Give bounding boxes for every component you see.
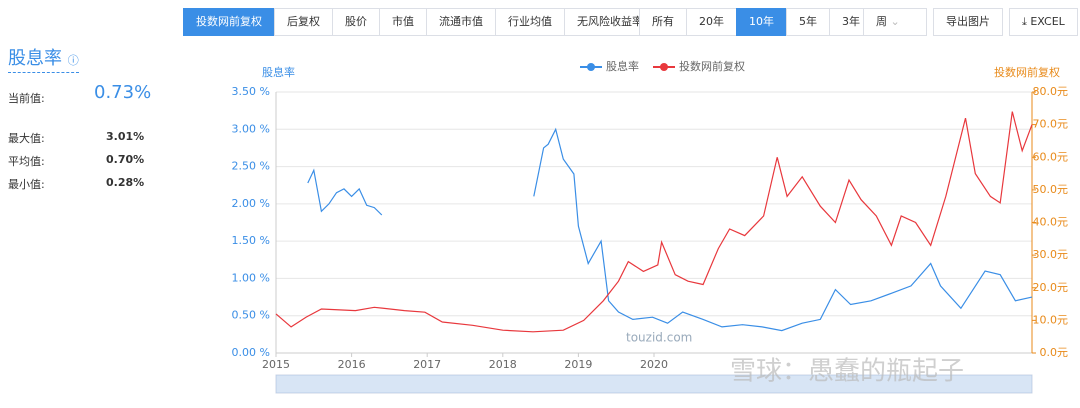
y2-tick-label: 10.0元 xyxy=(1033,313,1069,326)
mode-button[interactable]: 市值 xyxy=(379,8,427,36)
y-tick-label: 1.00 % xyxy=(232,271,270,284)
export-excel[interactable]: ⤓ EXCEL xyxy=(1009,8,1078,36)
x-tick-label: 2015 xyxy=(262,358,290,371)
legend-label: 股息率 xyxy=(606,59,639,73)
range-buttons: 所有 20年 10年 5年 3年 xyxy=(639,8,873,36)
mode-button[interactable]: 后复权 xyxy=(274,8,333,36)
range-button[interactable]: 所有 xyxy=(639,8,687,36)
watermark: touzid.com xyxy=(626,331,692,345)
mode-buttons: 投数网前复权 后复权 股价 市值 流通市值 行业均值 无风险收益率 xyxy=(183,8,656,36)
export-image[interactable]: 导出图片 xyxy=(933,8,1003,36)
watermark: 雪球：愚蠢的瓶起子 xyxy=(730,357,964,387)
y2-tick-label: 30.0元 xyxy=(1033,248,1069,261)
y2-tick-label: 0.0元 xyxy=(1040,346,1069,359)
y2-tick-label: 70.0元 xyxy=(1033,118,1069,131)
stat-label: 最大值: xyxy=(8,132,45,145)
x-tick-label: 2017 xyxy=(413,358,441,371)
mode-button[interactable]: 行业均值 xyxy=(495,8,565,36)
legend-dot xyxy=(660,63,668,71)
y-tick-label: 3.50 % xyxy=(232,85,270,98)
period: 周 xyxy=(876,15,887,28)
mode-button[interactable]: 投数网前复权 xyxy=(183,8,275,36)
y-tick-label: 0.50 % xyxy=(232,309,270,322)
mode-button[interactable]: 流通市值 xyxy=(426,8,496,36)
stat-value: 0.70% xyxy=(106,153,145,166)
x-tick-label: 2020 xyxy=(640,358,668,371)
x-tick-label: 2016 xyxy=(338,358,366,371)
stat-label: 平均值: xyxy=(8,155,45,168)
side-title: 股息率 ⓘ xyxy=(8,44,79,73)
y2-tick-label: 50.0元 xyxy=(1033,183,1069,196)
period-select[interactable]: 周 ⌄ xyxy=(863,8,927,36)
range-button[interactable]: 10年 xyxy=(736,8,787,36)
stat-label: 当前值: xyxy=(8,92,45,105)
y-axis-title: 股息率 xyxy=(262,65,295,79)
excel-label: EXCEL xyxy=(1030,15,1065,28)
y-tick-label: 2.00 % xyxy=(232,197,270,210)
x-tick-label: 2018 xyxy=(489,358,517,371)
series-line xyxy=(307,127,1033,332)
title: 股息率 xyxy=(8,48,62,69)
stat-value: 0.28% xyxy=(106,176,145,189)
legend-dot xyxy=(587,63,595,71)
y2-axis-title: 投数网前复权 xyxy=(994,65,1060,79)
stat-value: 0.73% xyxy=(94,82,152,103)
series-line xyxy=(275,111,1033,333)
y-tick-label: 0.00 % xyxy=(232,346,270,359)
range-button[interactable]: 20年 xyxy=(686,8,737,36)
stat-value: 3.01% xyxy=(106,130,145,143)
y2-tick-label: 40.0元 xyxy=(1033,216,1069,229)
stat-label: 最小值: xyxy=(8,178,45,191)
navigator xyxy=(275,374,1033,394)
navigator-window xyxy=(276,375,1032,393)
tools: 周 ⌄ 导出图片 ⤓ EXCEL xyxy=(863,8,1078,36)
y-tick-label: 1.50 % xyxy=(232,234,270,247)
y2-tick-label: 80.0元 xyxy=(1033,85,1069,98)
y2-tick-label: 60.0元 xyxy=(1033,150,1069,163)
y2-tick-label: 20.0元 xyxy=(1033,281,1069,294)
range-button[interactable]: 5年 xyxy=(786,8,830,36)
legend-label: 投数网前复权 xyxy=(679,59,745,73)
x-tick-label: 2019 xyxy=(564,358,592,371)
mode-button[interactable]: 股价 xyxy=(332,8,380,36)
y-tick-label: 2.50 % xyxy=(232,160,270,173)
sidebar: 股息率 ⓘ 当前值: 0.73% 最大值: 3.01% 平均值: 0.70% 最小值: 0.2… xyxy=(8,44,188,191)
y-tick-label: 3.00 % xyxy=(232,122,270,135)
